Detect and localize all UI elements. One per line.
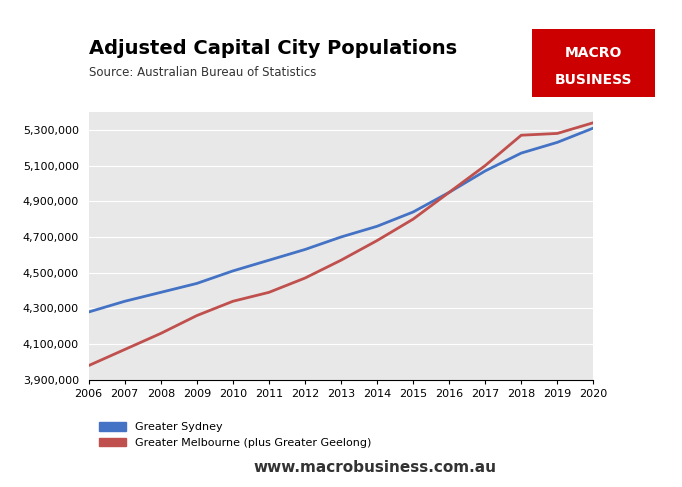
Text: BUSINESS: BUSINESS (554, 74, 632, 87)
Legend: Greater Sydney, Greater Melbourne (plus Greater Geelong): Greater Sydney, Greater Melbourne (plus … (94, 417, 376, 452)
Text: MACRO: MACRO (565, 46, 622, 60)
Text: Adjusted Capital City Populations: Adjusted Capital City Populations (89, 39, 457, 58)
Text: Source: Australian Bureau of Statistics: Source: Australian Bureau of Statistics (89, 66, 316, 79)
Text: www.macrobusiness.com.au: www.macrobusiness.com.au (254, 460, 496, 475)
